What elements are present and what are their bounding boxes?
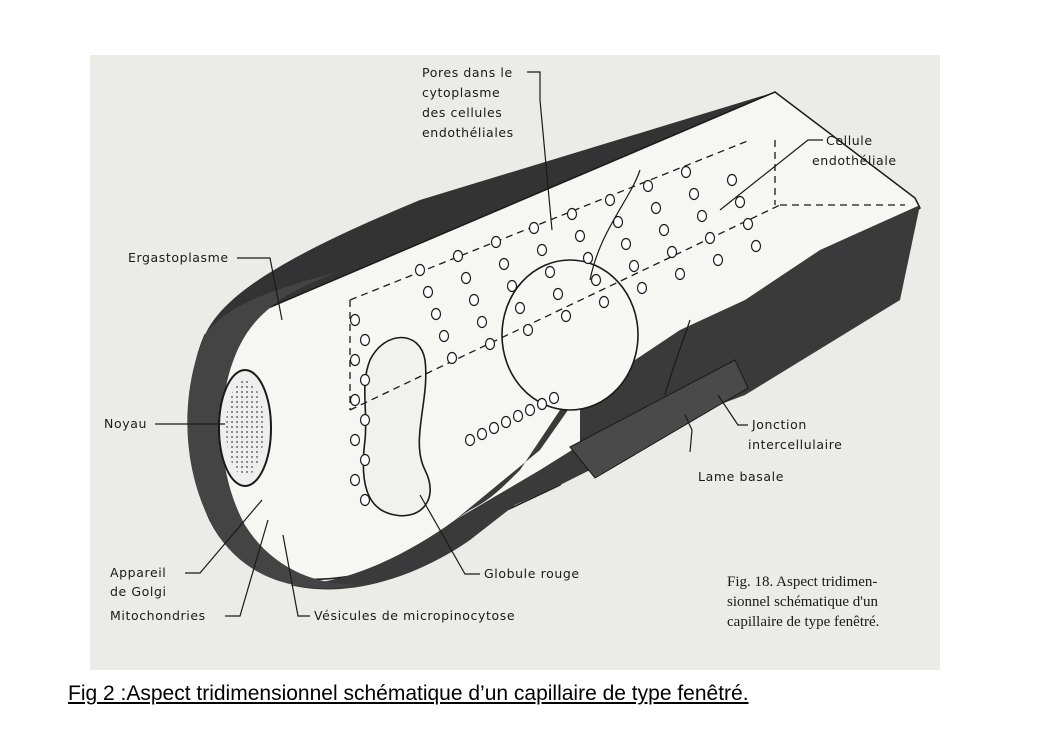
pore (438, 329, 450, 343)
pore (536, 397, 548, 411)
pore (452, 249, 464, 263)
pore (590, 273, 602, 287)
label-lame-basale: Lame basale (698, 469, 784, 484)
pore (674, 267, 686, 281)
pore (704, 231, 716, 245)
basal-lamina-band (569, 359, 749, 479)
pore (490, 235, 502, 249)
pore (650, 201, 662, 215)
label-noyau: Noyau (104, 416, 147, 431)
pore (536, 243, 548, 257)
endothelial-pores (349, 165, 762, 507)
pore (359, 413, 371, 427)
pore (604, 193, 616, 207)
label-cellule: Cellule endothéliale (812, 133, 897, 168)
junction-line (664, 319, 691, 396)
pore (460, 271, 472, 285)
label-mitochondries: Mitochondries (110, 608, 206, 623)
pore (712, 253, 724, 267)
pore (688, 187, 700, 201)
pore (620, 237, 632, 251)
capillary-rim (187, 270, 360, 588)
label-pores: Pores dans le cytoplasme des cellules en… (422, 65, 517, 140)
scan-caption: Fig. 18. Aspect tridimen- sionnel schéma… (727, 574, 882, 630)
pore (642, 179, 654, 193)
pore (446, 351, 458, 365)
pore (680, 165, 692, 179)
pore (636, 281, 648, 295)
pore (522, 323, 534, 337)
pore (488, 421, 500, 435)
pore (349, 353, 361, 367)
pore (464, 433, 476, 447)
pore (696, 209, 708, 223)
pore (359, 493, 371, 507)
pore (734, 195, 746, 209)
label-ergastoplasme: Ergastoplasme (128, 250, 229, 265)
pore (582, 251, 594, 265)
pore (512, 409, 524, 423)
pore (552, 287, 564, 301)
pore (566, 207, 578, 221)
pore (658, 223, 670, 237)
pore (574, 229, 586, 243)
leader-lines (155, 71, 823, 617)
pore (742, 217, 754, 231)
label-vesicules: Vésicules de micropinocytose (314, 608, 515, 623)
pore (612, 215, 624, 229)
pore (349, 393, 361, 407)
pore (544, 265, 556, 279)
pore (359, 373, 371, 387)
pore (666, 245, 678, 259)
red-blood-cell-back (501, 259, 639, 411)
label-globule: Globule rouge (484, 566, 580, 581)
pore (598, 295, 610, 309)
pore (750, 239, 762, 253)
pore (514, 301, 526, 315)
pore (430, 307, 442, 321)
pore (349, 473, 361, 487)
pore (498, 257, 510, 271)
pore (628, 259, 640, 273)
label-appareil: Appareil de Golgi (110, 565, 171, 599)
pore (560, 309, 572, 323)
pore (414, 263, 426, 277)
pore (726, 173, 738, 187)
nucleus-chromatin (226, 380, 264, 476)
pore (548, 391, 560, 405)
pore (468, 293, 480, 307)
pore (524, 403, 536, 417)
pore (484, 337, 496, 351)
label-jonction: Jonction intercellulaire (748, 417, 842, 452)
pore (500, 415, 512, 429)
pore (349, 433, 361, 447)
red-blood-cell-front (362, 336, 431, 517)
pore (349, 313, 361, 327)
pore (422, 285, 434, 299)
pore (506, 279, 518, 293)
pore (359, 453, 371, 467)
pore (359, 333, 371, 347)
pore (476, 427, 488, 441)
pore (528, 221, 540, 235)
pore (476, 315, 488, 329)
figure-caption: Fig 2 :Aspect tridimensionnel schématiqu… (68, 682, 749, 705)
